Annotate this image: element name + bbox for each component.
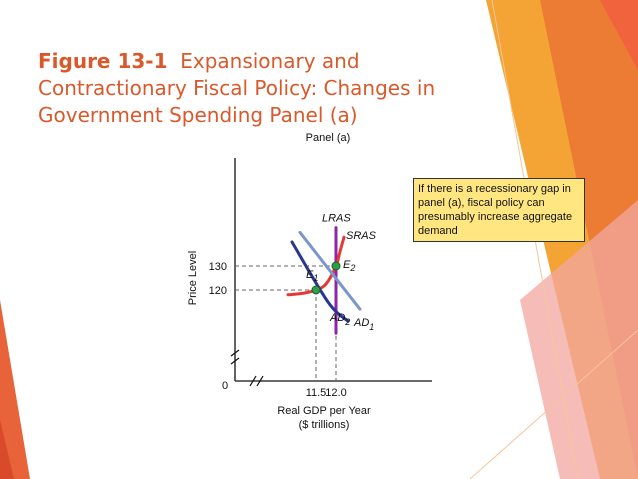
x-axis-break: [249, 375, 264, 387]
series-label-ad1: AD1: [353, 317, 374, 332]
origin-label: 0: [222, 380, 228, 392]
series-ad2-line: [298, 230, 362, 311]
decor-line: [469, 329, 638, 479]
equilibrium-point: [311, 285, 321, 295]
x-axis-label: Real GDP per Year: [277, 405, 371, 417]
chart-title: Panel (a): [306, 132, 351, 144]
decor-shape: [0, 300, 30, 479]
decor-shape: [600, 0, 638, 70]
y-tick-label: 120: [209, 285, 227, 297]
series-label-ad2: AD2: [329, 312, 350, 327]
equilibrium-label: E1: [306, 269, 318, 283]
series-ad1-line: [290, 240, 350, 323]
series-sras-line: [286, 235, 346, 297]
annotation-box: If there is a recessionary gap in panel …: [413, 178, 585, 242]
decor-shape: [520, 200, 638, 479]
series-label-lras: LRAS: [322, 213, 351, 225]
x-tick-label: 11.5: [306, 387, 327, 399]
series-label-sras: SRAS: [346, 230, 377, 242]
equilibrium-point: [331, 261, 341, 271]
axes: 0 11.512.0 120 130 Real GDP per Year ($ trill…: [187, 158, 432, 431]
curves: [286, 226, 362, 335]
slide-title: Figure 13-1 Expansionary and Contraction…: [38, 48, 458, 129]
x-axis-units: ($ trillions): [299, 419, 350, 431]
y-axis-break: [230, 349, 240, 365]
figure-title: Expansionary and Contractionary Fiscal P…: [38, 49, 436, 127]
decor-shape: [0, 420, 14, 479]
y-axis-label: Price Level: [187, 251, 199, 305]
x-tick-label: 12.0: [325, 387, 346, 399]
figure-number: Figure 13-1: [38, 49, 168, 73]
equilibrium-label: E2: [343, 259, 355, 273]
y-tick-label: 130: [209, 261, 227, 273]
